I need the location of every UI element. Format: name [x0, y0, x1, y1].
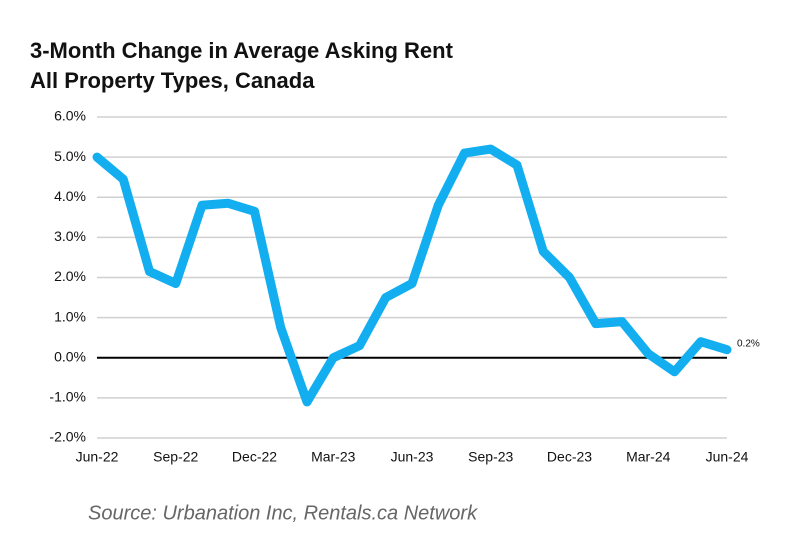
y-tick-label: -1.0%: [49, 389, 86, 405]
x-tick-label: Jun-23: [391, 449, 434, 465]
x-tick-label: Dec-23: [547, 449, 592, 465]
chart-title: 3-Month Change in Average Asking Rent: [30, 38, 454, 63]
source-note: Source: Urbanation Inc, Rentals.ca Netwo…: [88, 502, 478, 524]
x-tick-label: Sep-23: [468, 449, 513, 465]
y-tick-label: 4.0%: [54, 188, 86, 204]
x-tick-label: Jun-22: [76, 449, 119, 465]
data-line: [92, 144, 732, 407]
x-tick-label: Mar-24: [626, 449, 671, 465]
y-tick-label: 0.0%: [54, 348, 86, 364]
y-tick-label: 5.0%: [54, 148, 86, 164]
value-label: 0.2%: [737, 338, 760, 349]
y-tick-label: -2.0%: [49, 429, 86, 445]
y-tick-label: 1.0%: [54, 308, 86, 324]
chart-subtitle: All Property Types, Canada: [30, 68, 315, 93]
x-tick-label: Sep-22: [153, 449, 198, 465]
y-tick-label: 3.0%: [54, 228, 86, 244]
y-tick-label: 2.0%: [54, 268, 86, 284]
x-tick-label: Mar-23: [311, 449, 356, 465]
x-tick-label: Dec-22: [232, 449, 277, 465]
x-tick-label: Jun-24: [706, 449, 749, 465]
y-tick-label: 6.0%: [54, 108, 86, 124]
